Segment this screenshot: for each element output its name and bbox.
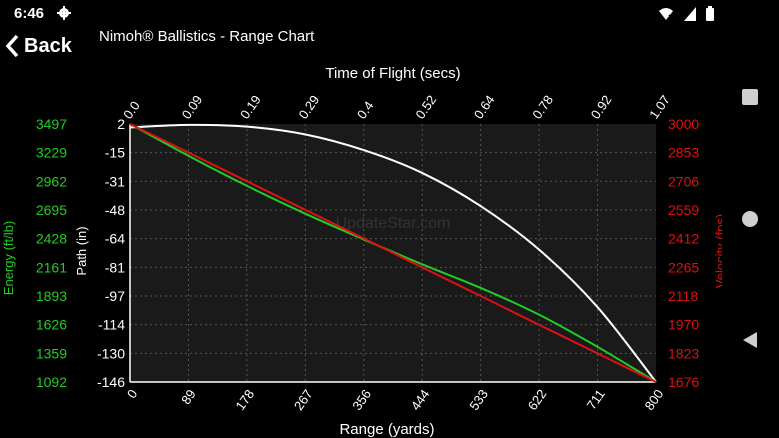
energy-tick-label: 1359 <box>36 345 67 361</box>
top-axis-title: Time of Flight (secs) <box>325 65 460 82</box>
velocity-tick-label: 2559 <box>668 202 699 218</box>
back-button[interactable]: Back <box>4 32 72 60</box>
x-tick-label: 444 <box>408 387 433 413</box>
x-tick-label: 0 <box>124 387 140 402</box>
path-tick-label: -130 <box>97 345 125 361</box>
velocity-tick-label: 2853 <box>668 145 699 161</box>
velocity-series-line <box>129 123 657 383</box>
top-tick-label: 0.78 <box>529 92 556 121</box>
energy-tick-label: 2962 <box>36 173 67 189</box>
energy-axis-title: Energy (ft/lb) <box>1 221 16 295</box>
velocity-tick-label: 3000 <box>668 116 699 132</box>
wifi-off-icon <box>659 7 674 20</box>
energy-tick-label: 1092 <box>36 374 67 390</box>
status-icons <box>658 6 714 21</box>
top-tick-label: 0.19 <box>237 92 264 121</box>
energy-tick-label: 1893 <box>36 288 67 304</box>
path-tick-label: -114 <box>98 317 125 333</box>
settings-gear-icon <box>57 6 71 20</box>
path-axis-title: Path (in) <box>74 226 89 275</box>
status-time: 6:46 <box>14 5 45 22</box>
velocity-tick-label: 2118 <box>668 288 698 304</box>
velocity-axis-title: Velocity (fps) <box>713 214 722 288</box>
path-tick-label: 2 <box>117 116 125 132</box>
signal-icon <box>684 6 696 21</box>
top-tick-label: 0.64 <box>471 92 498 121</box>
x-tick-label: 533 <box>466 387 491 413</box>
battery-icon <box>706 6 714 21</box>
status-bar: 6:46 <box>0 0 722 28</box>
x-tick-label: 800 <box>642 387 667 413</box>
velocity-tick-label: 1676 <box>668 374 699 390</box>
top-tick-label: 0.09 <box>179 92 206 121</box>
top-tick-label: 0.52 <box>412 92 439 121</box>
path-tick-label: -97 <box>105 288 125 304</box>
chevron-left-icon <box>5 34 19 58</box>
home-circle-icon[interactable] <box>741 210 759 228</box>
x-tick-label: 356 <box>349 387 374 413</box>
x-tick-label: 622 <box>525 387 550 413</box>
back-triangle-icon[interactable] <box>741 331 759 349</box>
path-series-line <box>129 123 657 383</box>
recents-square-icon[interactable] <box>741 88 759 106</box>
path-tick-label: -31 <box>105 173 125 189</box>
path-tick-label: -48 <box>105 202 125 218</box>
page-title: Nimoh® Ballistics - Range Chart <box>99 28 315 45</box>
energy-tick-label: 2428 <box>36 231 67 247</box>
energy-tick-label: 2161 <box>36 259 67 275</box>
x-tick-label: 711 <box>584 387 608 413</box>
nav-bar <box>723 0 779 438</box>
velocity-tick-label: 1823 <box>668 345 699 361</box>
velocity-tick-label: 2412 <box>668 231 699 247</box>
path-tick-label: -64 <box>105 231 125 247</box>
watermark: UpdateStar.com <box>336 215 451 232</box>
back-label: Back <box>24 34 72 57</box>
velocity-tick-label: 2265 <box>668 259 699 275</box>
x-tick-label: 89 <box>178 387 199 407</box>
energy-tick-label: 3229 <box>36 145 67 161</box>
velocity-tick-label: 2706 <box>668 173 699 189</box>
x-tick-label: 178 <box>232 387 257 413</box>
x-axis-title: Range (yards) <box>339 421 434 438</box>
x-tick-label: 267 <box>291 387 316 413</box>
path-tick-label: -146 <box>97 374 125 390</box>
energy-tick-label: 1626 <box>36 317 67 333</box>
energy-tick-label: 3497 <box>36 116 67 132</box>
top-tick-label: 0.4 <box>354 98 377 121</box>
energy-tick-label: 2695 <box>36 202 67 218</box>
path-tick-label: -81 <box>105 259 125 275</box>
velocity-tick-label: 1970 <box>668 317 699 333</box>
path-tick-label: -15 <box>105 145 125 161</box>
top-tick-label: 0.92 <box>588 92 615 121</box>
top-tick-label: 0.29 <box>296 92 323 121</box>
